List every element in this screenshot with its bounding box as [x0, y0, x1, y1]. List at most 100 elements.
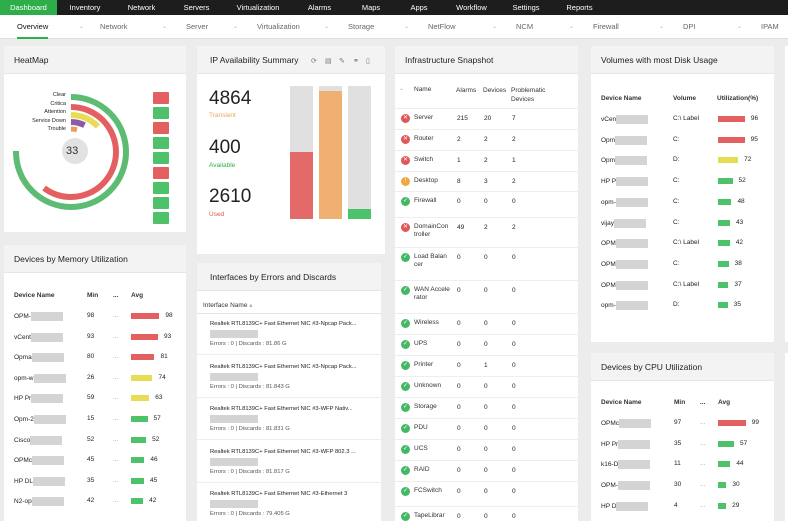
nav-workflow[interactable]: Workflow: [456, 3, 487, 12]
device-name[interactable]: opm-: [601, 301, 648, 311]
col-header[interactable]: Utilization(%): [717, 95, 759, 102]
utilization-bar[interactable]: [718, 440, 734, 447]
col-header[interactable]: ...: [113, 292, 119, 299]
nav-reports[interactable]: Reports: [566, 3, 593, 12]
infra-row-name[interactable]: Switch: [414, 156, 434, 163]
device-name[interactable]: opm-w: [14, 373, 66, 383]
subnav-storage[interactable]: Storage: [348, 22, 375, 31]
heatmap-square[interactable]: [153, 137, 169, 149]
nav-network[interactable]: Network: [127, 3, 156, 12]
interface-name[interactable]: Realtek RTL8139C+ Fast Ethernet NIC #3-N…: [210, 363, 357, 370]
nav-alarms[interactable]: Alarms: [307, 3, 332, 12]
device-name[interactable]: Opm-2: [14, 415, 66, 424]
transient-bar[interactable]: [319, 86, 342, 219]
device-name[interactable]: opm-: [601, 197, 648, 207]
utilization-bar[interactable]: [131, 436, 147, 443]
subnav-overview[interactable]: Overview: [17, 15, 49, 39]
col-alarms[interactable]: Alarms: [456, 87, 477, 94]
col-header[interactable]: Min: [87, 292, 99, 299]
infra-row-name[interactable]: RAID: [414, 466, 430, 473]
nav-inventory[interactable]: Inventory: [69, 3, 101, 12]
utilization-bar[interactable]: [718, 502, 727, 509]
utilization-bar[interactable]: [131, 354, 155, 361]
utilization-bar[interactable]: [131, 477, 145, 484]
chevron-down-icon[interactable]: ⌄: [233, 24, 239, 30]
infra-row-name[interactable]: Wireless: [414, 319, 439, 326]
device-name[interactable]: OPM-: [601, 481, 650, 491]
subnav-netflow[interactable]: NetFlow: [428, 22, 456, 31]
utilization-bar[interactable]: [718, 219, 731, 226]
device-name[interactable]: OPMc: [14, 456, 65, 466]
device-name[interactable]: Cisco: [14, 435, 63, 445]
refresh-icon[interactable]: ⟳: [311, 58, 317, 65]
subnav-network[interactable]: Network: [100, 22, 128, 31]
chevron-down-icon[interactable]: ⌄: [569, 24, 575, 30]
nav-dashboard[interactable]: Dashboard: [0, 0, 57, 15]
utilization-bar[interactable]: [131, 313, 160, 319]
chevron-down-icon[interactable]: ⌄: [324, 24, 330, 30]
interface-name[interactable]: Realtek RTL8139C+ Fast Ethernet NIC #3-E…: [210, 491, 348, 497]
col-devices[interactable]: Devices: [483, 87, 507, 94]
chevron-down-icon[interactable]: ⌄: [79, 24, 85, 30]
heatmap-square[interactable]: [153, 212, 169, 224]
table-icon[interactable]: ▤: [325, 58, 332, 65]
infra-row-name[interactable]: Load Balancer: [414, 253, 447, 268]
device-name[interactable]: HP DL: [14, 476, 66, 486]
device-name[interactable]: HP D: [601, 501, 649, 511]
col-name[interactable]: Name: [414, 86, 432, 93]
col-header[interactable]: Device Name: [14, 292, 55, 299]
col-header[interactable]: Device Name: [601, 95, 642, 102]
subnav-dpi[interactable]: DPI: [683, 22, 696, 31]
device-name[interactable]: HP Pr: [601, 439, 651, 449]
device-name[interactable]: vCen: [601, 115, 649, 124]
chevron-down-icon[interactable]: ⌄: [404, 24, 410, 30]
heatmap-square[interactable]: [153, 167, 169, 179]
heatmap-square[interactable]: [153, 152, 169, 164]
col-header[interactable]: Volume: [673, 95, 696, 102]
heatmap-square[interactable]: [153, 122, 169, 134]
utilization-bar[interactable]: [718, 420, 746, 426]
infra-row-name[interactable]: PDU: [414, 424, 428, 431]
utilization-bar[interactable]: [131, 457, 145, 464]
infra-row-name[interactable]: Unknown: [414, 382, 442, 389]
device-name[interactable]: Opm: [601, 135, 648, 145]
device-name[interactable]: OPM: [601, 239, 648, 249]
nav-virtualization[interactable]: Virtualization: [236, 3, 280, 12]
utilization-bar[interactable]: [131, 333, 158, 340]
interface-name[interactable]: Realtek RTL8139C+ Fast Ethernet NIC #3-N…: [210, 321, 357, 327]
utilization-bar[interactable]: [131, 416, 148, 422]
nav-servers[interactable]: Servers: [183, 3, 210, 12]
utilization-bar[interactable]: [718, 198, 732, 205]
utilization-bar[interactable]: [718, 482, 727, 489]
col-header[interactable]: Avg: [718, 399, 731, 406]
heatmap-square[interactable]: [153, 107, 169, 119]
utilization-bar[interactable]: [718, 178, 733, 185]
used-bar[interactable]: [290, 86, 313, 219]
utilization-bar[interactable]: [718, 136, 745, 143]
device-name[interactable]: OPM: [601, 259, 648, 269]
heatmap-square[interactable]: [153, 182, 169, 194]
device-name[interactable]: N2-op: [14, 497, 64, 507]
chevron-down-icon[interactable]: ⌄: [737, 24, 743, 30]
utilization-bar[interactable]: [131, 395, 150, 402]
utilization-bar[interactable]: [718, 240, 730, 247]
col-header[interactable]: ...: [700, 399, 706, 406]
nav-maps[interactable]: Maps: [361, 3, 381, 12]
subnav-firewall[interactable]: Firewall: [593, 22, 619, 31]
interface-name[interactable]: Realtek RTL8139C+ Fast Ethernet NIC #3-W…: [210, 406, 353, 412]
utilization-bar[interactable]: [718, 260, 729, 267]
device-name[interactable]: k16-D: [601, 460, 651, 470]
subnav-ncm[interactable]: NCM: [516, 22, 534, 31]
infra-row-name[interactable]: Router: [414, 135, 434, 142]
edit-icon[interactable]: ✎: [339, 58, 345, 65]
interface-name-header[interactable]: Interface Name ▴: [203, 302, 253, 309]
subnav-server[interactable]: Server: [186, 22, 209, 31]
infra-row-name[interactable]: UCS: [414, 445, 428, 452]
infra-row-name[interactable]: DomainController: [414, 223, 449, 238]
device-name[interactable]: Opma: [14, 353, 64, 363]
infra-row-name[interactable]: TapeLibrar: [414, 512, 445, 519]
nav-settings[interactable]: Settings: [512, 3, 540, 12]
chevron-down-icon[interactable]: ⌄: [492, 24, 498, 30]
device-name[interactable]: vijay: [601, 218, 647, 228]
interface-name[interactable]: Realtek RTL8139C+ Fast Ethernet NIC #3-W…: [210, 448, 356, 455]
